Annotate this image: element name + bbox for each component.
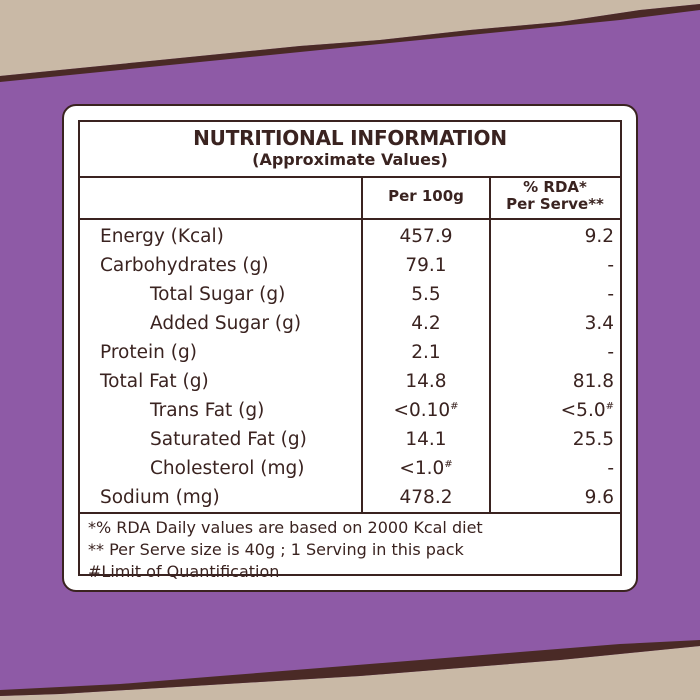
rda-value: <5.0#	[490, 400, 614, 421]
column-rda-line1: % RDA*	[523, 178, 587, 196]
column-rda: % RDA* Per Serve**	[490, 179, 620, 213]
per100g-value: 14.1	[362, 429, 490, 450]
footer-divider	[80, 512, 620, 514]
nutrient-name: Added Sugar (g)	[150, 313, 302, 334]
rda-text: 9.6	[584, 487, 614, 508]
table-subtitle: (Approximate Values)	[252, 150, 448, 169]
table-row: Total Sugar (g) 5.5 -	[80, 280, 620, 309]
nutrition-table: NUTRITIONAL INFORMATION (Approximate Val…	[78, 120, 622, 581]
per100g-text: 14.1	[405, 429, 447, 450]
rda-text: -	[607, 342, 614, 363]
rda-value: 25.5	[490, 429, 614, 450]
rda-value: 3.4	[490, 313, 614, 334]
nutrient-name: Trans Fat (g)	[150, 400, 265, 421]
per100g-text: <0.10	[393, 400, 451, 421]
rda-value: 9.2	[490, 226, 614, 247]
nutrient-name: Cholesterol (mg)	[150, 458, 305, 479]
table-row: Sodium (mg) 478.2 9.6	[80, 483, 620, 512]
column-per100g: Per 100g	[388, 187, 464, 205]
per100g-text: 79.1	[405, 255, 447, 276]
rda-value: -	[490, 342, 614, 363]
nutrient-name: Total Fat (g)	[100, 371, 209, 392]
nutrient-name: Total Sugar (g)	[150, 284, 286, 305]
per100g-value: <0.10#	[362, 400, 490, 421]
loq-mark: #	[605, 401, 614, 412]
per100g-value: 478.2	[362, 487, 490, 508]
per100g-text: 5.5	[411, 284, 441, 305]
per100g-value: <1.0#	[362, 458, 490, 479]
column-rda-line2: Per Serve**	[506, 195, 604, 213]
top-dark-edge	[0, 4, 700, 82]
rda-value: -	[490, 284, 614, 305]
per100g-text: 4.2	[411, 313, 441, 334]
per100g-value: 2.1	[362, 342, 490, 363]
rda-value: -	[490, 458, 614, 479]
nutrient-name: Carbohydrates (g)	[100, 255, 269, 276]
footnote-serve: ** Per Serve size is 40g ; 1 Serving in …	[88, 540, 464, 559]
table-header: NUTRITIONAL INFORMATION (Approximate Val…	[80, 122, 620, 178]
per100g-text: 457.9	[399, 226, 453, 247]
loq-mark: #	[450, 401, 459, 412]
rda-text: -	[607, 458, 614, 479]
nutrient-name: Protein (g)	[100, 342, 197, 363]
rda-text: <5.0	[560, 400, 606, 421]
per100g-value: 79.1	[362, 255, 490, 276]
footnote-loq: #Limit of Quantification	[88, 562, 280, 581]
table-title: NUTRITIONAL INFORMATION	[193, 126, 507, 150]
table-row: Total Fat (g) 14.8 81.8	[80, 367, 620, 396]
per100g-text: 14.8	[405, 371, 447, 392]
per100g-text: 2.1	[411, 342, 441, 363]
rda-text: 9.2	[584, 226, 614, 247]
footnote-rda: *% RDA Daily values are based on 2000 Kc…	[88, 518, 483, 537]
bottom-dark-edge	[0, 640, 700, 696]
column-divider-2	[489, 176, 491, 512]
nutrient-name: Saturated Fat (g)	[150, 429, 307, 450]
table-row: Protein (g) 2.1 -	[80, 338, 620, 367]
rda-text: 3.4	[584, 313, 614, 334]
table-row: Cholesterol (mg) <1.0# -	[80, 454, 620, 483]
rda-text: 81.8	[572, 371, 614, 392]
per100g-text: 478.2	[399, 487, 453, 508]
table-row: Added Sugar (g) 4.2 3.4	[80, 309, 620, 338]
nutrient-name: Energy (Kcal)	[100, 226, 224, 247]
table-row: Carbohydrates (g) 79.1 -	[80, 251, 620, 280]
nutrition-panel: NUTRITIONAL INFORMATION (Approximate Val…	[62, 104, 638, 592]
rda-value: 81.8	[490, 371, 614, 392]
rda-text: -	[607, 255, 614, 276]
nutrient-name: Sodium (mg)	[100, 487, 220, 508]
bottom-paper-strip	[0, 646, 700, 700]
per100g-value: 457.9	[362, 226, 490, 247]
table-row: Trans Fat (g) <0.10# <5.0#	[80, 396, 620, 425]
per100g-value: 5.5	[362, 284, 490, 305]
table-row: Energy (Kcal) 457.9 9.2	[80, 222, 620, 251]
rda-value: -	[490, 255, 614, 276]
rda-value: 9.6	[490, 487, 614, 508]
rda-text: 25.5	[572, 429, 614, 450]
table-row: Saturated Fat (g) 14.1 25.5	[80, 425, 620, 454]
rda-text: -	[607, 284, 614, 305]
loq-mark: #	[444, 459, 453, 470]
top-paper-strip	[0, 0, 700, 76]
column-header-row: Per 100g % RDA* Per Serve**	[80, 176, 620, 220]
column-divider-1	[361, 176, 363, 512]
per100g-text: <1.0	[399, 458, 445, 479]
per100g-value: 14.8	[362, 371, 490, 392]
per100g-value: 4.2	[362, 313, 490, 334]
